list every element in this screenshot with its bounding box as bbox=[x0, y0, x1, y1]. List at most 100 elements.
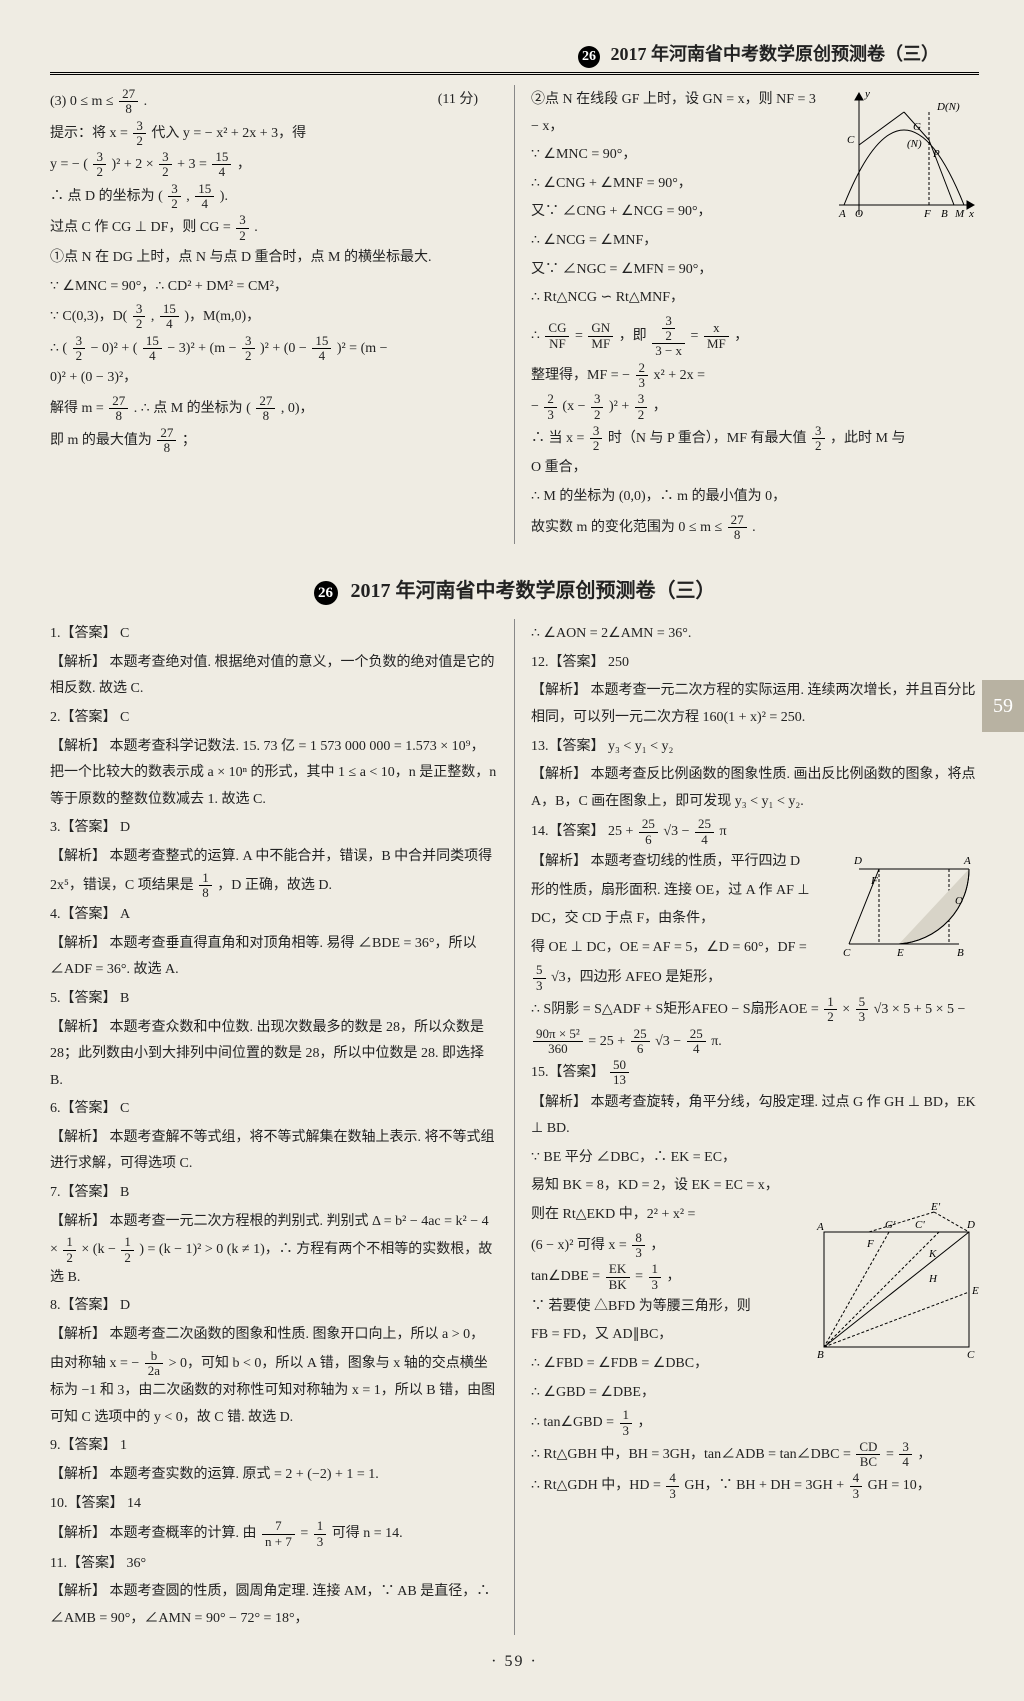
t: ，D 正确，故选 D. bbox=[217, 878, 332, 893]
t: 解得 m = bbox=[50, 401, 107, 416]
t: 又∵ ∠NGC = ∠MFN = 90°， bbox=[531, 257, 979, 284]
svg-text:F: F bbox=[923, 208, 931, 220]
svg-text:E: E bbox=[971, 1285, 979, 1297]
frac: 154 bbox=[160, 302, 179, 332]
q10-exp: 【解析】 本题考查概率的计算. 由 bbox=[50, 1526, 260, 1541]
frac: 32 3 − x bbox=[652, 314, 685, 359]
frac: 32 bbox=[93, 150, 106, 180]
frac: 278 bbox=[157, 426, 176, 456]
side-page-tab: 59 bbox=[982, 680, 1024, 732]
frac: CDBC bbox=[856, 1440, 880, 1470]
svg-text:(N): (N) bbox=[907, 138, 922, 150]
frac: 43 bbox=[666, 1471, 679, 1501]
t: . bbox=[254, 220, 258, 235]
q15-exp: 【解析】 本题考查旋转，角平分线，勾股定理. 过点 G 作 GH ⊥ BD，EK… bbox=[531, 1090, 979, 1143]
frac: 278 bbox=[109, 394, 128, 424]
section-bullet: 26 bbox=[314, 581, 338, 605]
frac: 256 bbox=[631, 1027, 650, 1057]
t: × (k − bbox=[81, 1242, 119, 1257]
t: GH = 10， bbox=[868, 1478, 931, 1493]
t: GH，∵ BH + DH = 3GH + bbox=[684, 1478, 847, 1493]
t: ∴ ∠NCG = ∠MNF， bbox=[531, 228, 979, 255]
t: ∴ Rt△GBH 中，BH = 3GH，tan∠ADB = tan∠DBC = bbox=[531, 1447, 854, 1462]
svg-text:G: G bbox=[913, 121, 921, 133]
t: . bbox=[144, 94, 148, 109]
frac: 32 bbox=[168, 182, 181, 212]
frac: 254 bbox=[695, 817, 714, 847]
t: , bbox=[186, 189, 193, 204]
q6-ans: 6.【答案】 C bbox=[50, 1096, 498, 1123]
t: ， bbox=[667, 1269, 681, 1284]
svg-text:y: y bbox=[864, 88, 870, 100]
t: ∴ S阴影 = S△ADF + S矩形AFEO − S扇形AOE = bbox=[531, 1002, 822, 1017]
t: )² = (m − bbox=[337, 341, 388, 356]
frac: 32 bbox=[242, 334, 255, 364]
q9-ans: 9.【答案】 1 bbox=[50, 1433, 498, 1460]
bottom-right-col: ∴ ∠AON = 2∠AMN = 36°. 12.【答案】 250 【解析】 本… bbox=[531, 619, 979, 1634]
q6-exp: 【解析】 本题考查解不等式组，将不等式解集在数轴上表示. 将不等式组进行求解，可… bbox=[50, 1125, 498, 1178]
frac: 43 bbox=[850, 1471, 863, 1501]
svg-text:B: B bbox=[817, 1349, 824, 1361]
t: 即 m 的最大值为 bbox=[50, 433, 155, 448]
t: − 3)² + (m − bbox=[167, 341, 240, 356]
q10-ans: 10.【答案】 14 bbox=[50, 1491, 498, 1518]
frac: 13 bbox=[649, 1262, 662, 1292]
frac: 13 bbox=[314, 1519, 327, 1549]
score: (11 分) bbox=[438, 87, 478, 114]
q13-ans: 13.【答案】 y₃ < y₁ < y₂ bbox=[531, 734, 979, 761]
t: ∴ tan∠GBD = bbox=[531, 1415, 618, 1430]
frac: 53 bbox=[856, 995, 869, 1025]
t: 整理得，MF = − bbox=[531, 368, 634, 383]
top-right-col: y D(N) G (N) P C A O F B M x ②点 N 在线段 GF… bbox=[531, 85, 979, 544]
t: = 25 + bbox=[588, 1034, 628, 1049]
q14-ans: 14.【答案】 25 + bbox=[531, 824, 637, 839]
t: = bbox=[635, 1269, 646, 1284]
header-rule bbox=[50, 72, 979, 75]
frac: xMF bbox=[704, 321, 729, 351]
top-columns: (3) 0 ≤ m ≤ 278 . (11 分) 提示：将 x = 32 代入 … bbox=[50, 85, 979, 544]
svg-text:D(N): D(N) bbox=[936, 101, 960, 113]
t: ∴ 当 x = bbox=[531, 431, 588, 446]
svg-text:C': C' bbox=[915, 1219, 925, 1231]
t: 提示：将 x = bbox=[50, 126, 131, 141]
parabola-diagram: y D(N) G (N) P C A O F B M x bbox=[829, 85, 979, 225]
t: ； bbox=[182, 433, 196, 448]
frac: EKBK bbox=[606, 1262, 630, 1292]
page-header: 26 2017 年河南省中考数学原创预测卷（三） bbox=[50, 40, 979, 68]
frac: 12 bbox=[63, 1235, 76, 1265]
frac: 53 bbox=[533, 963, 546, 993]
frac: 154 bbox=[195, 182, 214, 212]
frac: 7n + 7 bbox=[262, 1519, 295, 1549]
q4-exp: 【解析】 本题考查垂直得直角和对顶角相等. 易得 ∠BDE = 36°，所以 ∠… bbox=[50, 931, 498, 984]
t: 易知 BK = 8，KD = 2，设 EK = EC = x， bbox=[531, 1173, 979, 1200]
frac: 32 bbox=[133, 119, 146, 149]
bottom-left-col: 1.【答案】 C 【解析】 本题考查绝对值. 根据绝对值的意义，一个负数的绝对值… bbox=[50, 619, 498, 1634]
t: , 0)， bbox=[281, 401, 314, 416]
svg-text:B: B bbox=[957, 947, 964, 959]
t: π bbox=[720, 824, 727, 839]
t: ，此时 M 与 bbox=[830, 431, 905, 446]
frac: 13 bbox=[620, 1408, 633, 1438]
t: ，即 bbox=[619, 328, 651, 343]
frac: 12 bbox=[121, 1235, 134, 1265]
t: ， bbox=[917, 1447, 931, 1462]
q13-exp: 【解析】 本题考查反比例函数的图象性质. 画出反比例函数的图象，将点 A，B，C… bbox=[531, 762, 979, 815]
t: 0)² + (0 − 3)²， bbox=[50, 365, 498, 392]
t: ∴ bbox=[531, 328, 543, 343]
q8-ans: 8.【答案】 D bbox=[50, 1293, 498, 1320]
svg-text:C: C bbox=[843, 947, 851, 959]
svg-text:E': E' bbox=[930, 1202, 941, 1213]
q11-exp: 【解析】 本题考查圆的性质，圆周角定理. 连接 AM，∵ AB 是直径，∴ ∠A… bbox=[50, 1579, 498, 1632]
frac: 154 bbox=[312, 334, 331, 364]
svg-text:M: M bbox=[954, 208, 965, 220]
t: (3) 0 ≤ m ≤ bbox=[50, 94, 117, 109]
svg-text:O: O bbox=[855, 208, 863, 220]
svg-text:P: P bbox=[932, 148, 940, 160]
q1-exp: 【解析】 本题考查绝对值. 根据绝对值的意义，一个负数的绝对值是它的相反数. 故… bbox=[50, 650, 498, 703]
t: )² + bbox=[609, 399, 633, 414]
q1-ans: 1.【答案】 C bbox=[50, 621, 498, 648]
t: ∴ Rt△NCG ∽ Rt△MNF， bbox=[531, 285, 979, 312]
svg-text:K: K bbox=[928, 1248, 937, 1260]
q2-exp: 【解析】 本题考查科学记数法. 15. 73 亿 = 1 573 000 000… bbox=[50, 734, 498, 814]
t: 时（N 与 P 重合），MF 有最大值 bbox=[608, 431, 810, 446]
